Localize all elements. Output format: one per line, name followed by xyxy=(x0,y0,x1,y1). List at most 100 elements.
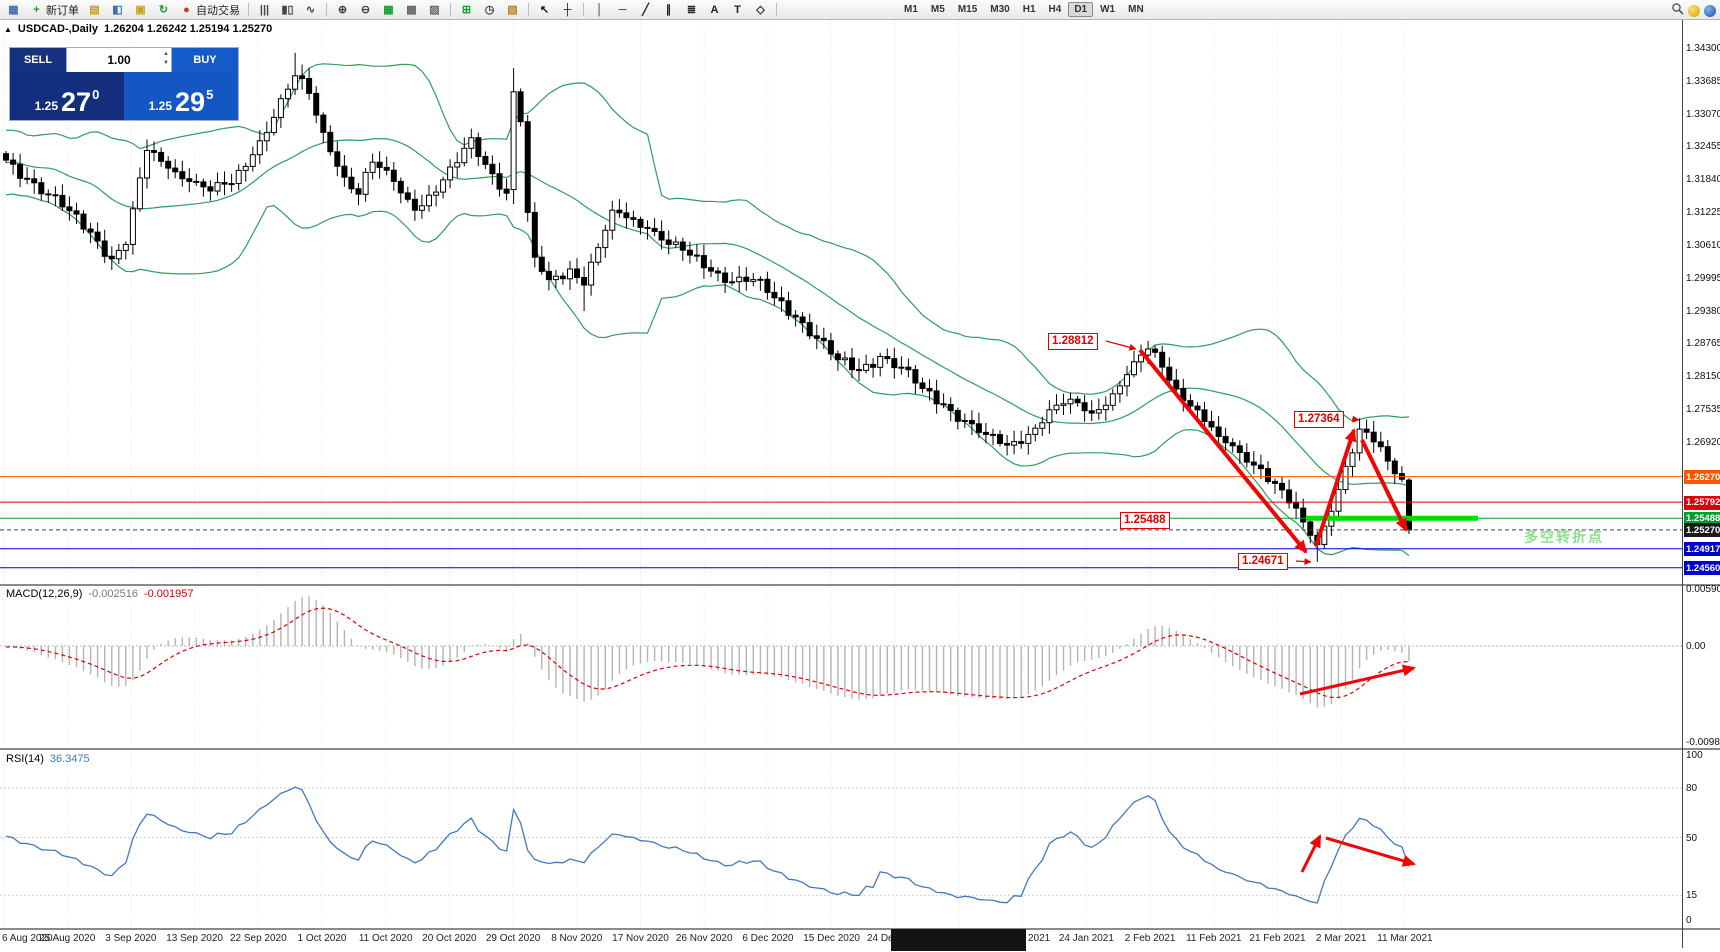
price-flag-1-25488[interactable]: 1.25488 xyxy=(1120,512,1170,529)
text-label-icon[interactable]: T xyxy=(727,0,748,19)
lot-size-input[interactable]: 1.00 ▲ ▼ xyxy=(66,48,172,72)
price-axis-label: 1.30610 xyxy=(1686,239,1720,251)
date-label: 11 Oct 2020 xyxy=(358,933,413,944)
indicators-icon-glyph: ⊞ xyxy=(461,3,472,16)
price-axis-label: 1.29380 xyxy=(1686,305,1720,317)
toolbar-right xyxy=(1671,2,1716,20)
equidistant-channel-icon[interactable]: ∥ xyxy=(658,0,679,19)
new-order-button[interactable]: + 新订单 xyxy=(26,0,82,19)
candlestick-series[interactable] xyxy=(3,52,1412,562)
price-axis-label: 1.33070 xyxy=(1686,108,1720,120)
price-axis-label: 1.34300 xyxy=(1686,43,1720,54)
toolbar-separator xyxy=(583,3,584,16)
navigator-icon[interactable]: ▣ xyxy=(130,0,151,19)
trend-arrow-annotations[interactable] xyxy=(1105,340,1416,873)
bollinger-bands xyxy=(5,63,1410,557)
arrow-objects-icon[interactable]: ◇ xyxy=(750,0,771,19)
timeframe-w1[interactable]: W1 xyxy=(1100,4,1116,15)
macd-rsi-splitter[interactable] xyxy=(0,748,1720,750)
date-label: 25 Aug 2020 xyxy=(39,933,96,944)
macd-axis-label: -0.009851 xyxy=(1686,736,1720,748)
date-label: 2 Mar 2021 xyxy=(1315,933,1367,944)
text-icon[interactable]: A xyxy=(704,0,725,19)
timeframe-m30[interactable]: M30 xyxy=(990,4,1010,15)
periods-icon-glyph: ◷ xyxy=(484,3,495,16)
timeframe-h1[interactable]: H1 xyxy=(1022,4,1036,15)
date-label: 17 Nov 2020 xyxy=(612,933,669,944)
timeframe-m15[interactable]: M15 xyxy=(957,4,978,15)
timeframe-d1[interactable]: D1 xyxy=(1068,2,1094,17)
macd-main-value: -0.002516 xyxy=(88,588,138,600)
rsi-name: RSI(14) xyxy=(6,753,44,765)
equidistant-channel-icon-glyph: ∥ xyxy=(665,3,672,16)
date-label: 26 Nov 2020 xyxy=(675,933,733,944)
cursor-icon[interactable]: ↖ xyxy=(534,0,555,19)
main-macd-splitter[interactable] xyxy=(0,584,1720,586)
crosshair-icon-glyph: ┼ xyxy=(563,3,572,16)
toolbar-separator xyxy=(528,3,529,16)
timeframe-h4[interactable]: H4 xyxy=(1048,4,1062,15)
notifications-icon[interactable] xyxy=(1688,5,1700,17)
bar-chart-icon[interactable]: ||| xyxy=(254,0,275,19)
rsi-axis-label: 80 xyxy=(1686,783,1698,794)
timeframe-m1[interactable]: M1 xyxy=(904,4,918,15)
search-icon[interactable] xyxy=(1671,2,1684,20)
buy-button[interactable]: BUY xyxy=(172,48,238,72)
macd-signal-value: -0.001957 xyxy=(143,588,194,600)
one-click-toggle[interactable]: ▲ xyxy=(4,24,12,34)
date-label: 29 Oct 2020 xyxy=(485,933,541,944)
zoom-out-icon[interactable]: ⊖ xyxy=(355,0,376,19)
refresh-icon[interactable]: ↻ xyxy=(153,0,174,19)
trendline-icon-glyph: ╱ xyxy=(642,3,649,16)
date-label: 6 Aug 2020 xyxy=(2,933,53,944)
timeframe-toolbar: M1 M5 M15 M30 H1 H4 D1 W1 MN xyxy=(898,2,1150,17)
horizontal-line-icon[interactable]: ─ xyxy=(612,0,633,19)
price-axis-label: 1.26920 xyxy=(1686,436,1720,448)
ohlc-values: 1.26204 1.26242 1.25194 1.25270 xyxy=(104,23,273,35)
templates-icon[interactable]: ▧ xyxy=(502,0,523,19)
text-label-icon-glyph: T xyxy=(734,3,741,16)
trendline-icon[interactable]: ╱ xyxy=(635,0,656,19)
crosshair-icon[interactable]: ┼ xyxy=(557,0,578,19)
vertical-line-icon[interactable]: │ xyxy=(589,0,610,19)
sell-button[interactable]: SELL xyxy=(10,48,66,72)
indicators-icon[interactable]: ⊞ xyxy=(456,0,477,19)
fibonacci-icon[interactable]: ≣ xyxy=(681,0,702,19)
sell-price-display[interactable]: 1.25 27 0 xyxy=(10,72,124,120)
tile-windows-icon[interactable]: ▦ xyxy=(378,0,399,19)
line-chart-icon[interactable]: ∿ xyxy=(300,0,321,19)
community-icon[interactable] xyxy=(1704,5,1716,17)
lot-spinner[interactable]: ▲ ▼ xyxy=(163,50,169,68)
toolbar-separator xyxy=(248,3,249,16)
buy-price-display[interactable]: 1.25 29 5 xyxy=(124,72,238,120)
lot-up-icon[interactable]: ▲ xyxy=(163,51,169,57)
lot-down-icon[interactable]: ▼ xyxy=(163,60,169,66)
timeframe-mn[interactable]: MN xyxy=(1128,4,1144,15)
price-flag-1-24671[interactable]: 1.24671 xyxy=(1238,553,1288,570)
refresh-icon-glyph: ↻ xyxy=(158,3,169,16)
arrange-horizontal-icon[interactable]: ▨ xyxy=(424,0,445,19)
candlestick-chart-icon-glyph: ▮▯ xyxy=(281,3,294,16)
axis-border-line xyxy=(1682,20,1683,948)
price-axis-label: 1.28150 xyxy=(1686,371,1720,383)
rsi-axis-label: 50 xyxy=(1686,832,1698,844)
price-flag-1-28812[interactable]: 1.28812 xyxy=(1048,333,1098,350)
timeframe-m5[interactable]: M5 xyxy=(930,4,945,15)
turning-point-note[interactable]: 多空转折点 xyxy=(1524,529,1604,545)
terminal-icon[interactable]: ▦ xyxy=(3,0,24,19)
toolbar-separator xyxy=(776,3,777,16)
candlestick-chart-icon[interactable]: ▮▯ xyxy=(277,0,298,19)
cascade-windows-icon[interactable]: ▩ xyxy=(401,0,422,19)
new-order-button-label: 新订单 xyxy=(46,4,79,17)
periods-icon[interactable]: ◷ xyxy=(479,0,500,19)
new-order-icon: + xyxy=(33,3,40,16)
horizontal-level-lines[interactable] xyxy=(0,476,1682,569)
zoom-in-icon[interactable]: ⊕ xyxy=(332,0,353,19)
autotrading-button[interactable]: ● 自动交易 xyxy=(176,0,243,19)
data-window-icon[interactable]: ◧ xyxy=(107,0,128,19)
market-watch-icon[interactable]: ▤ xyxy=(84,0,105,19)
price-flag-1-27364[interactable]: 1.27364 xyxy=(1294,411,1344,428)
buy-price-sup: 5 xyxy=(206,87,214,102)
